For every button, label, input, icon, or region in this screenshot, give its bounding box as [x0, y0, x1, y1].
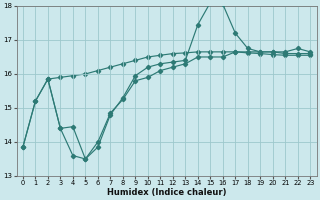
- X-axis label: Humidex (Indice chaleur): Humidex (Indice chaleur): [107, 188, 226, 197]
